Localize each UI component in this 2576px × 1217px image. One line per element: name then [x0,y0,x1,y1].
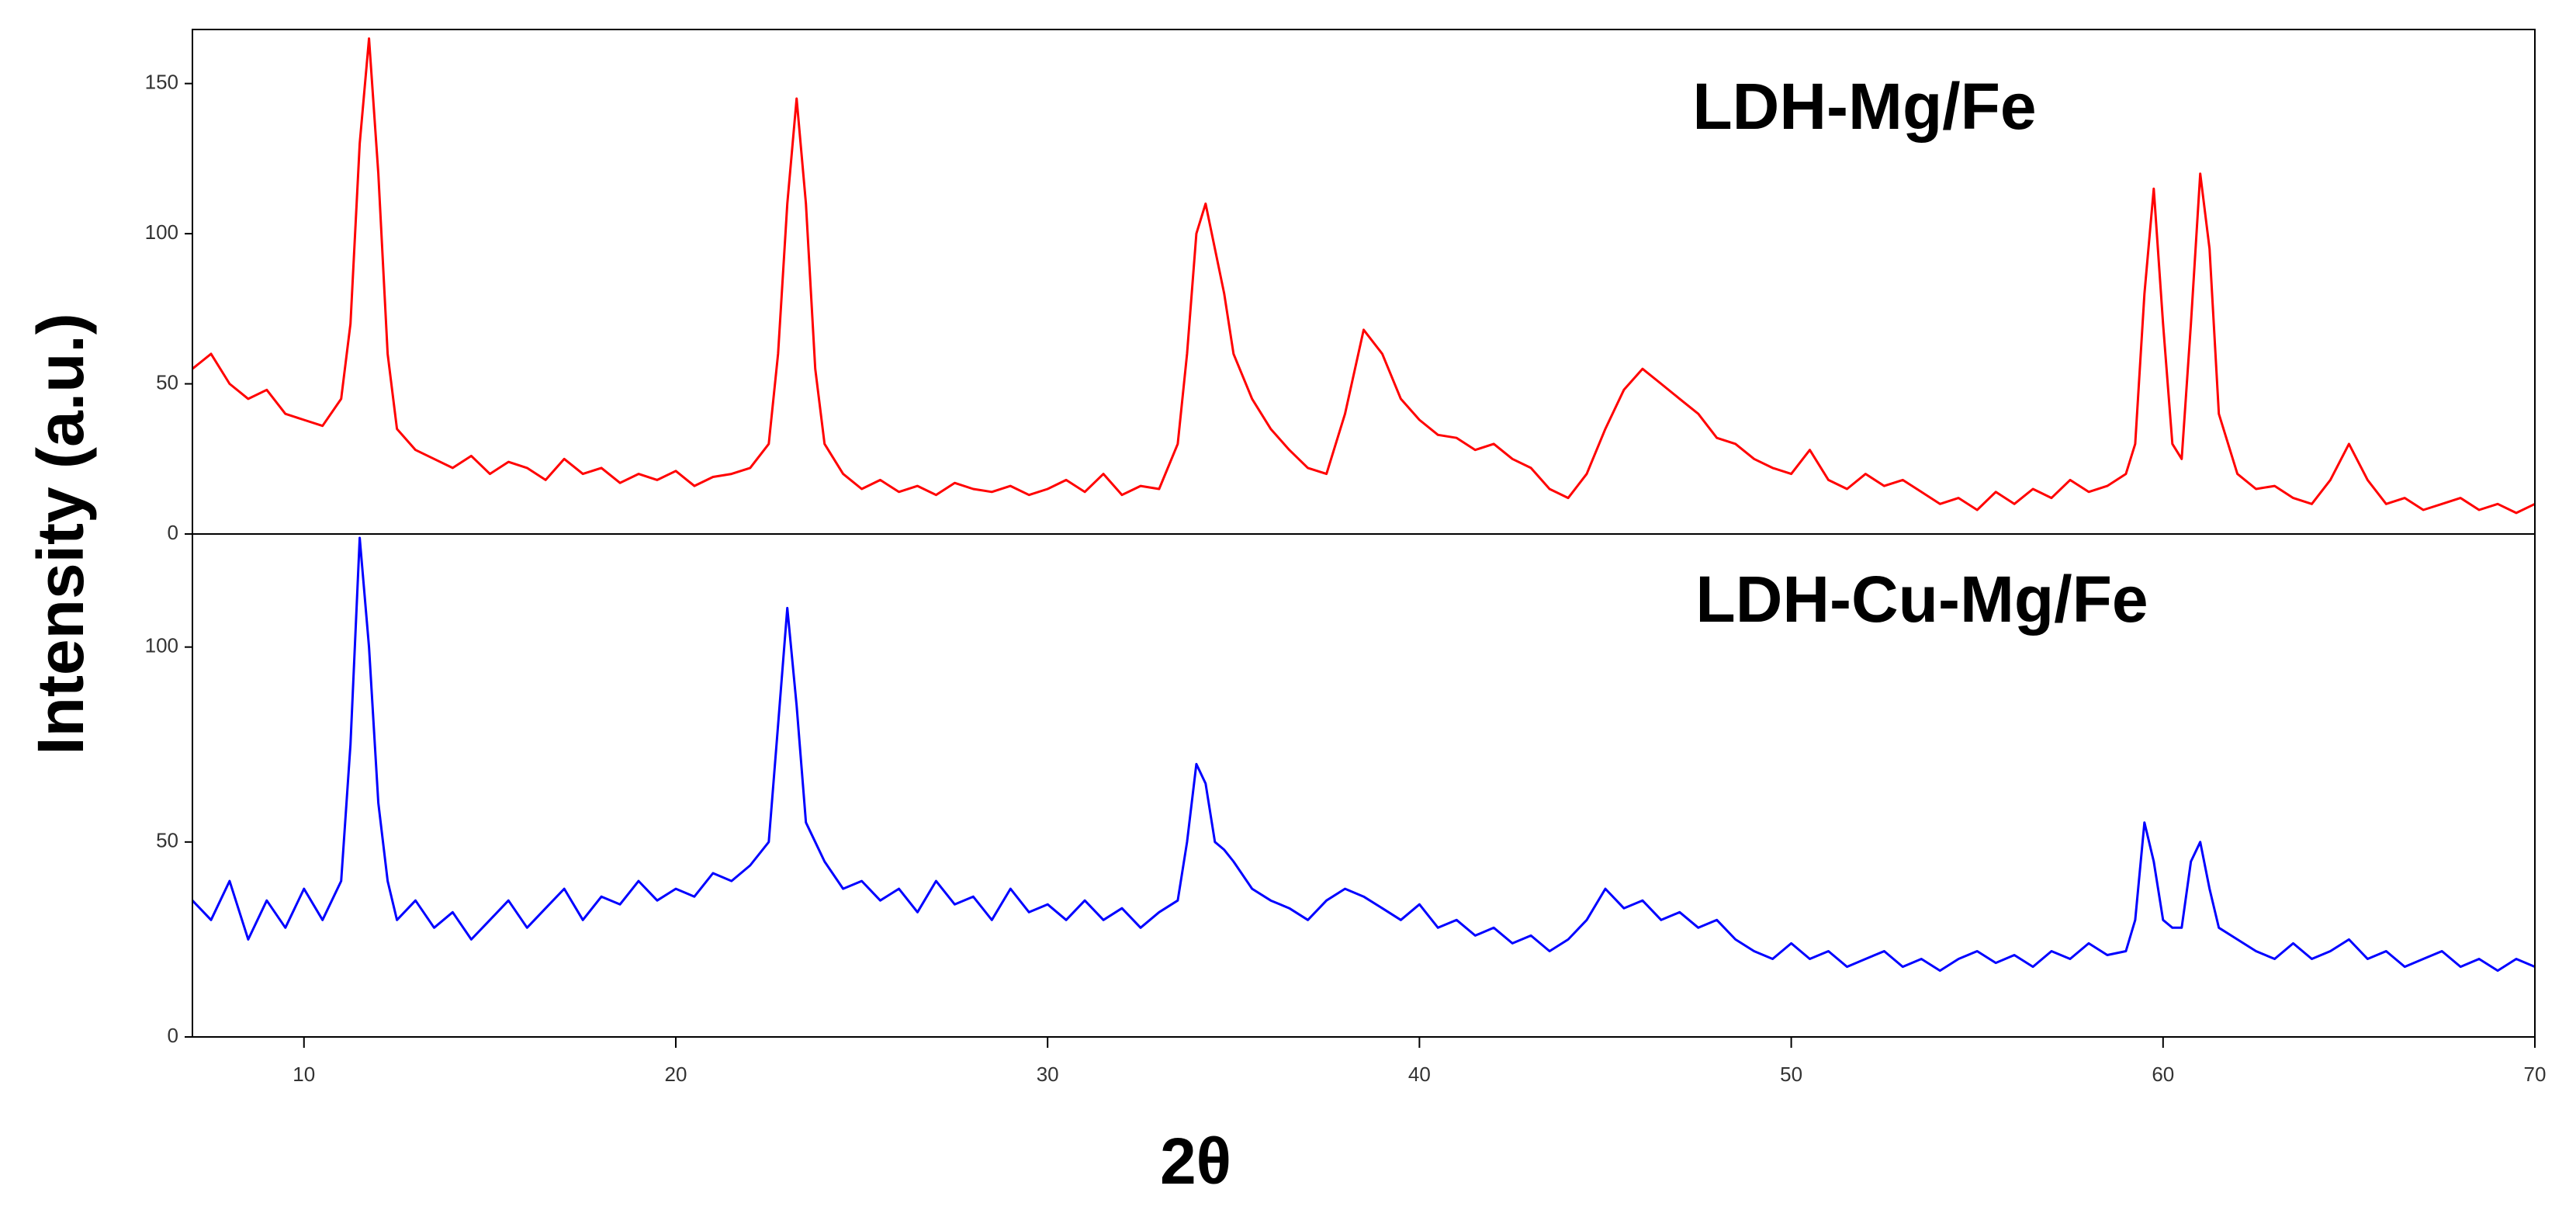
y-tick-label: 150 [145,71,178,94]
y-tick-label: 100 [145,634,178,657]
x-tick-label: 50 [1780,1063,1802,1086]
panel-label: LDH-Cu-Mg/Fe [1695,563,2148,636]
x-tick-label: 70 [2524,1063,2547,1086]
x-tick-label: 30 [1037,1063,1059,1086]
data-line [191,536,2536,973]
y-tick-label: 50 [156,829,178,852]
y-tick-label: 50 [156,370,178,394]
x-tick-label: 60 [2152,1063,2174,1086]
x-axis-label: 2θ [1160,1125,1231,1198]
panel-label: LDH-Mg/Fe [1692,70,2036,143]
y-tick-label: 0 [168,521,178,544]
y-tick-label: 0 [168,1024,178,1047]
x-tick-label: 40 [1408,1063,1431,1086]
y-tick-label: 100 [145,220,178,244]
x-tick-label: 20 [665,1063,687,1086]
data-line [192,37,2536,515]
x-tick-label: 10 [293,1063,315,1086]
y-axis-label: Intensity (a.u.) [24,313,97,754]
